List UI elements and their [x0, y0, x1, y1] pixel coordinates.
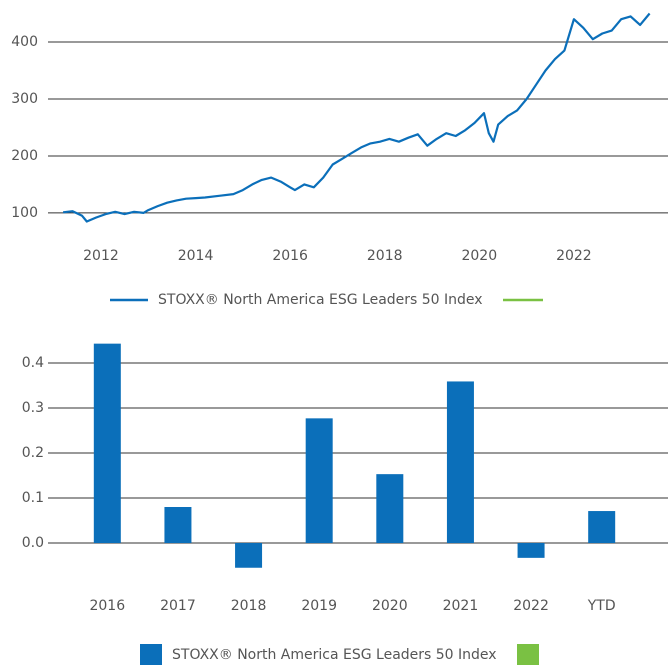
y-tick-label: 300	[11, 91, 38, 107]
x-tick-label: 2014	[178, 248, 214, 264]
x-tick-label: 2018	[231, 598, 267, 614]
y-tick-label: 0.2	[22, 445, 44, 461]
x-tick-label: 2021	[443, 598, 479, 614]
bar	[376, 474, 404, 543]
x-tick-label: YTD	[587, 598, 616, 614]
legend-label: STOXX® North America ESG Leaders 50 Inde…	[158, 292, 483, 308]
y-tick-label: 0.0	[22, 535, 44, 551]
x-tick-label: 2022	[556, 248, 592, 264]
x-tick-label: 2018	[367, 248, 403, 264]
bar	[517, 543, 545, 558]
line-series	[62, 12, 651, 223]
bar	[93, 343, 121, 543]
x-tick-label: 2012	[83, 248, 119, 264]
bar	[446, 381, 474, 543]
x-tick-label: 2020	[461, 248, 497, 264]
x-tick-label: 2020	[372, 598, 408, 614]
legend-swatch	[517, 644, 539, 665]
legend-swatch	[140, 644, 162, 665]
y-tick-label: 200	[11, 148, 38, 164]
bar	[235, 543, 263, 568]
legend-label: STOXX® North America ESG Leaders 50 Inde…	[172, 647, 497, 663]
x-tick-label: 2017	[160, 598, 196, 614]
x-tick-label: 2016	[89, 598, 125, 614]
y-tick-label: 0.1	[22, 490, 44, 506]
x-tick-label: 2016	[272, 248, 308, 264]
bar	[305, 418, 333, 543]
y-tick-label: 100	[11, 205, 38, 221]
bar	[588, 511, 616, 543]
x-tick-label: 2019	[301, 598, 337, 614]
bar	[164, 507, 192, 543]
y-tick-label: 400	[11, 34, 38, 50]
y-tick-label: 0.4	[22, 355, 44, 371]
x-tick-label: 2022	[513, 598, 549, 614]
y-tick-label: 0.3	[22, 400, 44, 416]
